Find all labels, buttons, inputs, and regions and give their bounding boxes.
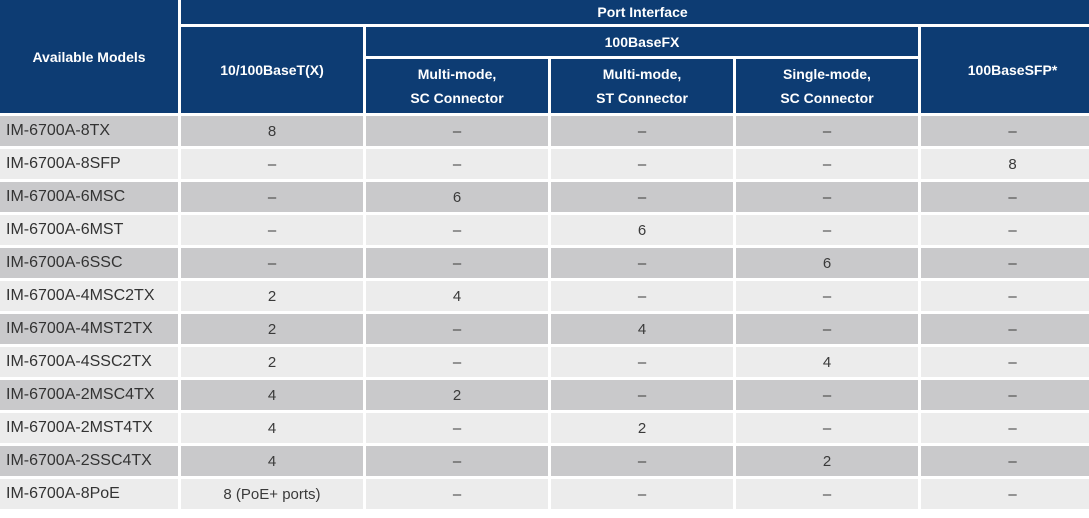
tx-cell: – — [181, 248, 363, 278]
ssc-cell: – — [736, 479, 918, 509]
mst-cell: – — [551, 479, 733, 509]
ssc-cell: – — [736, 281, 918, 311]
mst-cell: – — [551, 446, 733, 476]
sfp-cell: – — [921, 182, 1089, 212]
sfp-cell: – — [921, 380, 1089, 410]
mst-cell: – — [551, 347, 733, 377]
ssc-cell: – — [736, 182, 918, 212]
msc-cell: – — [366, 248, 548, 278]
msc-cell: – — [366, 314, 548, 344]
ssc-cell: – — [736, 116, 918, 146]
header-multimode-st: Multi-mode, ST Connector — [551, 59, 733, 113]
sfp-cell: – — [921, 281, 1089, 311]
table-row: IM-6700A-6SSC – – – 6 – — [0, 248, 1089, 278]
tx-cell: – — [181, 149, 363, 179]
header-10-100baset: 10/100BaseT(X) — [181, 27, 363, 113]
header-singlemode-sc-line1: Single-mode, — [783, 66, 871, 82]
sfp-cell: – — [921, 413, 1089, 443]
table-row: IM-6700A-2MSC4TX 4 2 – – – — [0, 380, 1089, 410]
model-cell: IM-6700A-8SFP — [0, 149, 178, 179]
ssc-cell: – — [736, 413, 918, 443]
header-port-interface: Port Interface — [181, 0, 1089, 24]
sfp-cell: – — [921, 314, 1089, 344]
ssc-cell: – — [736, 380, 918, 410]
msc-cell: 4 — [366, 281, 548, 311]
msc-cell: – — [366, 413, 548, 443]
mst-cell: – — [551, 116, 733, 146]
tx-cell: 4 — [181, 446, 363, 476]
tx-cell: – — [181, 182, 363, 212]
model-cell: IM-6700A-2MSC4TX — [0, 380, 178, 410]
mst-cell: – — [551, 248, 733, 278]
mst-cell: 2 — [551, 413, 733, 443]
table-row: IM-6700A-4MSC2TX 2 4 – – – — [0, 281, 1089, 311]
sfp-cell: – — [921, 479, 1089, 509]
msc-cell: 6 — [366, 182, 548, 212]
header-multimode-sc-line2: SC Connector — [410, 90, 504, 106]
mst-cell: – — [551, 149, 733, 179]
tx-cell: 8 — [181, 116, 363, 146]
model-cell: IM-6700A-6MSC — [0, 182, 178, 212]
table-row: IM-6700A-4MST2TX 2 – 4 – – — [0, 314, 1089, 344]
header-100basesfp: 100BaseSFP* — [921, 27, 1089, 113]
msc-cell: – — [366, 446, 548, 476]
ssc-cell: – — [736, 314, 918, 344]
msc-cell: – — [366, 347, 548, 377]
msc-cell: – — [366, 149, 548, 179]
mst-cell: – — [551, 380, 733, 410]
sfp-cell: 8 — [921, 149, 1089, 179]
tx-cell: 4 — [181, 380, 363, 410]
model-cell: IM-6700A-4SSC2TX — [0, 347, 178, 377]
table-row: IM-6700A-8SFP – – – – 8 — [0, 149, 1089, 179]
model-cell: IM-6700A-6MST — [0, 215, 178, 245]
tx-cell: 2 — [181, 281, 363, 311]
header-100basefx: 100BaseFX — [366, 27, 918, 56]
sfp-cell: – — [921, 116, 1089, 146]
sfp-cell: – — [921, 215, 1089, 245]
tx-cell: 4 — [181, 413, 363, 443]
model-cell: IM-6700A-8TX — [0, 116, 178, 146]
table-row: IM-6700A-2MST4TX 4 – 2 – – — [0, 413, 1089, 443]
header-singlemode-sc: Single-mode, SC Connector — [736, 59, 918, 113]
header-multimode-st-line2: ST Connector — [596, 90, 688, 106]
ssc-cell: – — [736, 149, 918, 179]
ssc-cell: – — [736, 215, 918, 245]
tx-cell: 8 (PoE+ ports) — [181, 479, 363, 509]
msc-cell: – — [366, 479, 548, 509]
model-cell: IM-6700A-6SSC — [0, 248, 178, 278]
tx-cell: 2 — [181, 314, 363, 344]
msc-cell: 2 — [366, 380, 548, 410]
mst-cell: 4 — [551, 314, 733, 344]
ssc-cell: 2 — [736, 446, 918, 476]
msc-cell: – — [366, 116, 548, 146]
table-row: IM-6700A-6MSC – 6 – – – — [0, 182, 1089, 212]
ssc-cell: 4 — [736, 347, 918, 377]
model-cell: IM-6700A-4MSC2TX — [0, 281, 178, 311]
tx-cell: 2 — [181, 347, 363, 377]
model-cell: IM-6700A-8PoE — [0, 479, 178, 509]
sfp-cell: – — [921, 446, 1089, 476]
table-row: IM-6700A-2SSC4TX 4 – – 2 – — [0, 446, 1089, 476]
header-available-models: Available Models — [0, 0, 178, 113]
model-cell: IM-6700A-2SSC4TX — [0, 446, 178, 476]
msc-cell: – — [366, 215, 548, 245]
mst-cell: 6 — [551, 215, 733, 245]
model-cell: IM-6700A-4MST2TX — [0, 314, 178, 344]
header-multimode-sc-line1: Multi-mode, — [417, 66, 497, 82]
tx-cell: – — [181, 215, 363, 245]
table-row: IM-6700A-8TX 8 – – – – — [0, 116, 1089, 146]
table-row: IM-6700A-4SSC2TX 2 – – 4 – — [0, 347, 1089, 377]
table-row: IM-6700A-8PoE 8 (PoE+ ports) – – – – — [0, 479, 1089, 509]
ssc-cell: 6 — [736, 248, 918, 278]
mst-cell: – — [551, 281, 733, 311]
header-multimode-sc: Multi-mode, SC Connector — [366, 59, 548, 113]
sfp-cell: – — [921, 347, 1089, 377]
header-multimode-st-line1: Multi-mode, — [602, 66, 682, 82]
sfp-cell: – — [921, 248, 1089, 278]
model-cell: IM-6700A-2MST4TX — [0, 413, 178, 443]
table-row: IM-6700A-6MST – – 6 – – — [0, 215, 1089, 245]
header-singlemode-sc-line2: SC Connector — [780, 90, 874, 106]
mst-cell: – — [551, 182, 733, 212]
